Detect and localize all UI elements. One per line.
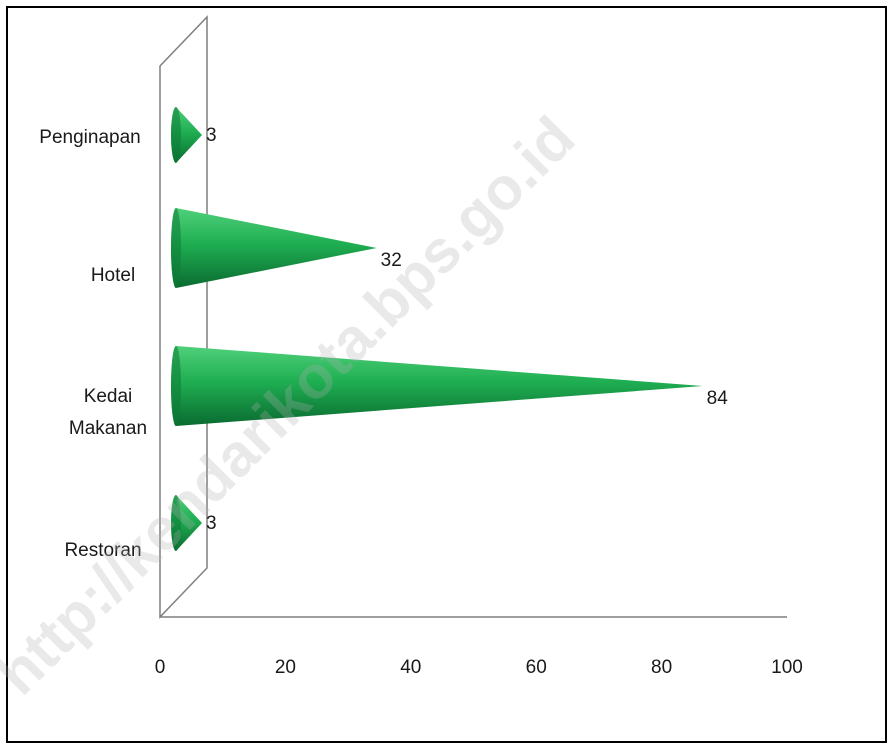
- category-labels: Penginapan Hotel Kedai Makanan Restoran: [39, 127, 147, 561]
- data-label: 3: [206, 125, 217, 146]
- x-tick-label: 100: [771, 657, 803, 678]
- cone-bar: [171, 346, 703, 426]
- data-label: 3: [206, 513, 217, 534]
- x-tick-label: 60: [526, 657, 547, 678]
- cone-base: [171, 107, 181, 163]
- cone-bar: [171, 208, 377, 288]
- axes: [159, 15, 787, 619]
- cone-shape: [171, 208, 377, 288]
- back-wall: [159, 15, 208, 619]
- data-label: 84: [707, 388, 729, 409]
- x-tick-label: 0: [155, 657, 166, 678]
- cone-bar: [171, 495, 202, 551]
- chart-border: [6, 6, 887, 743]
- cone-bar: [171, 107, 202, 163]
- cones-group: [171, 107, 703, 551]
- data-label: 32: [381, 250, 402, 271]
- x-tick-label: 80: [651, 657, 672, 678]
- x-tick-label: 40: [400, 657, 421, 678]
- cone-base: [171, 346, 181, 426]
- cone-shape: [171, 346, 703, 426]
- cone-base: [171, 208, 181, 288]
- category-label: Hotel: [91, 265, 135, 286]
- data-labels: 3 32 84 3: [206, 125, 728, 534]
- cone-base: [171, 495, 181, 551]
- x-tick-labels: 0 20 40 60 80 100: [155, 657, 803, 678]
- x-tick-label: 20: [275, 657, 296, 678]
- category-label: Restoran: [64, 540, 141, 561]
- category-label: Kedai Makanan: [69, 386, 147, 439]
- category-label: Penginapan: [39, 127, 140, 148]
